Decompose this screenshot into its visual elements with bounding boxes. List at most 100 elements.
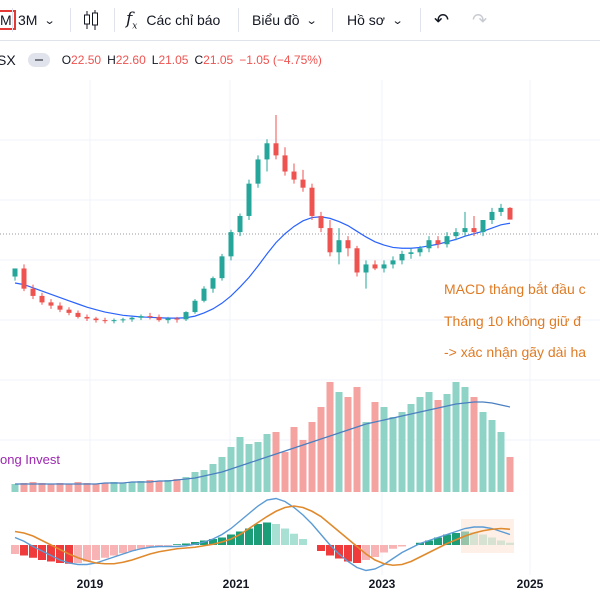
volume-bar bbox=[425, 392, 433, 492]
macd-histogram-bar bbox=[38, 545, 46, 560]
volume-bar bbox=[74, 482, 82, 492]
volume-bar bbox=[371, 402, 379, 492]
macd-histogram-bar bbox=[317, 545, 325, 551]
candle-body bbox=[471, 228, 477, 233]
volume-bar bbox=[245, 444, 253, 492]
volume-trend-line bbox=[15, 401, 511, 485]
volume-bar bbox=[398, 412, 406, 492]
macd-histogram-bar bbox=[443, 534, 451, 545]
macd-histogram-bar bbox=[191, 542, 199, 545]
macd-histogram-bar bbox=[128, 545, 136, 551]
macd-histogram-bar bbox=[11, 545, 19, 554]
price-chart[interactable]: MACD tháng bắt đầu c Tháng 10 không giữ … bbox=[0, 40, 600, 600]
macd-histogram-bar bbox=[326, 545, 334, 556]
top-toolbar: M 3M ⌄ fx Các chỉ báo Biểu đồ ⌄ Hồ sơ ⌄ … bbox=[0, 0, 600, 41]
candle-body bbox=[84, 316, 90, 319]
macd-histogram-bar bbox=[200, 540, 208, 545]
candle-body bbox=[93, 318, 99, 321]
macd-histogram-bar bbox=[101, 545, 109, 558]
candle-body bbox=[174, 318, 180, 320]
volume-bar bbox=[11, 484, 19, 492]
candle-body bbox=[507, 207, 513, 220]
candle-body bbox=[390, 260, 396, 265]
open-label: O bbox=[61, 53, 72, 67]
candle-body bbox=[480, 220, 486, 233]
x-axis-label: 2025 bbox=[517, 577, 544, 591]
volume-bar bbox=[236, 437, 244, 492]
candle-body bbox=[165, 318, 171, 321]
volume-bar bbox=[146, 480, 154, 492]
candle-body bbox=[210, 278, 216, 289]
macd-histogram-bar bbox=[254, 524, 262, 545]
toolbar-divider bbox=[12, 8, 13, 32]
volume-bar bbox=[209, 464, 217, 492]
hide-indicator-button[interactable] bbox=[27, 53, 50, 67]
x-axis-labels: 2019 2021 2023 2025 bbox=[77, 577, 544, 591]
profile-menu-button[interactable]: Hồ sơ ⌄ bbox=[347, 0, 404, 40]
indicators-button[interactable]: fx Các chỉ báo bbox=[126, 0, 220, 40]
chart-type-button[interactable] bbox=[82, 0, 100, 40]
candle-body bbox=[282, 155, 288, 172]
volume-bar bbox=[38, 483, 46, 492]
candle-body bbox=[372, 264, 378, 269]
ohlc-legend: SX O 22.50 H 22.60 L 21.05 C 21.05 −1.05… bbox=[0, 44, 322, 76]
macd-histogram-bar bbox=[380, 545, 388, 553]
macd-histogram-bar bbox=[146, 545, 154, 548]
low-value: 21.05 bbox=[158, 53, 189, 67]
macd-histogram-bar bbox=[272, 524, 280, 545]
macd-histogram-bar bbox=[182, 543, 190, 545]
macd-histogram-bar bbox=[245, 528, 253, 545]
candle-body bbox=[354, 248, 360, 273]
indicators-label: Các chỉ báo bbox=[146, 12, 221, 28]
candle-body bbox=[363, 264, 369, 273]
volume-bar bbox=[101, 483, 109, 492]
symbol-fragment[interactable]: M bbox=[0, 10, 16, 30]
annotation-line-3: -> xác nhận gãy dài ha bbox=[444, 344, 586, 360]
volume-bar bbox=[497, 432, 505, 492]
macd-histogram-bar bbox=[155, 545, 163, 547]
candle-body bbox=[318, 215, 324, 229]
volume-bar bbox=[83, 483, 91, 492]
toolbar-divider bbox=[238, 8, 239, 32]
candle-body bbox=[48, 302, 54, 306]
macd-histogram-bar bbox=[362, 545, 370, 560]
volume-bar bbox=[218, 457, 226, 492]
candle-body bbox=[444, 236, 450, 245]
candles-icon bbox=[84, 10, 98, 30]
open-value: 22.50 bbox=[71, 53, 102, 67]
interval-button[interactable]: 3M ⌄ bbox=[18, 0, 56, 40]
candle-body bbox=[66, 309, 72, 313]
undo-button[interactable]: ↶ bbox=[434, 0, 449, 40]
macd-histogram-bar bbox=[110, 545, 118, 556]
candle-layer bbox=[12, 115, 513, 324]
annotation-line-1: MACD tháng bắt đầu c bbox=[444, 281, 586, 297]
volume-bar bbox=[479, 412, 487, 492]
macd-histogram-bar bbox=[371, 545, 379, 557]
candle-body bbox=[381, 264, 387, 269]
chart-grid bbox=[0, 80, 600, 575]
symbol-label[interactable]: SX bbox=[0, 52, 16, 68]
macd-histogram-bar bbox=[20, 545, 28, 556]
macd-histogram-bar bbox=[335, 545, 343, 559]
candle-body bbox=[264, 143, 270, 160]
redo-button[interactable]: ↷ bbox=[472, 0, 487, 40]
candle-body bbox=[417, 248, 423, 253]
volume-layer bbox=[11, 382, 514, 492]
candle-body bbox=[453, 232, 459, 237]
volume-bar bbox=[452, 382, 460, 492]
volume-bar bbox=[506, 457, 514, 492]
macd-histogram-bar bbox=[281, 528, 289, 545]
candle-body bbox=[291, 171, 297, 180]
candle-body bbox=[120, 319, 126, 321]
macd-histogram-bar bbox=[398, 545, 406, 547]
volume-bar bbox=[299, 440, 307, 492]
volume-bar bbox=[137, 481, 145, 492]
annotation-line-2: Tháng 10 không giữ đ bbox=[444, 313, 581, 329]
chart-menu-button[interactable]: Biểu đồ ⌄ bbox=[252, 0, 318, 40]
symbol-box[interactable]: M bbox=[0, 0, 16, 40]
volume-bar bbox=[128, 482, 136, 492]
candle-body bbox=[102, 320, 108, 322]
volume-bar bbox=[362, 422, 370, 492]
volume-bar bbox=[119, 483, 127, 492]
moving-average-line bbox=[14, 216, 511, 319]
